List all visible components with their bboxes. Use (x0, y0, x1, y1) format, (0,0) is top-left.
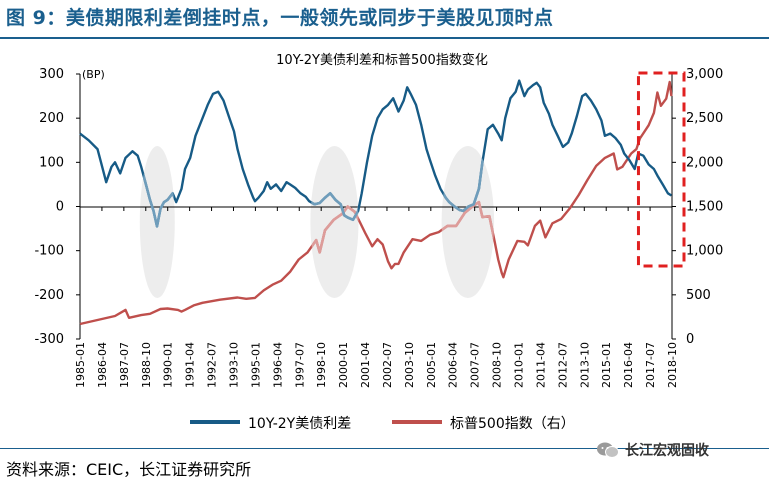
y-left-tick-label: -100 (34, 244, 64, 259)
x-tick-label: 2015-01 (600, 342, 613, 388)
x-tick-label: 1993-10 (227, 342, 240, 388)
figure-title: 图 9：美债期限利差倒挂时点，一般领先或同步于美股见顶时点 (6, 7, 554, 29)
x-tick-label: 1987-07 (118, 342, 131, 388)
x-tick-label: 2003-10 (403, 342, 416, 388)
y-right-tick-label: 0 (686, 332, 694, 347)
source-note: 资料来源：CEIC，长江证券研究所 (6, 460, 252, 479)
y-left-tick-label: 0 (56, 200, 64, 215)
sp500-line (79, 80, 673, 326)
x-tick-label: 2008-10 (491, 342, 504, 388)
x-tick-label: 1986-04 (96, 342, 109, 388)
x-tick-label: 2010-01 (513, 342, 526, 388)
y-left-unit-label: (BP) (82, 68, 105, 81)
x-tick-label: 1995-01 (249, 342, 262, 388)
y-left-tick-label: -200 (34, 288, 64, 303)
x-tick-label: 2011-04 (534, 342, 547, 388)
y-right-tick-label: 2,000 (686, 155, 723, 170)
y-right-tick-label: 500 (686, 288, 711, 303)
highlight-box (636, 71, 686, 268)
title-divider (0, 37, 769, 39)
wechat-icon (597, 442, 619, 458)
x-tick-label: 2012-07 (556, 342, 569, 388)
x-tick-label: 2006-04 (447, 342, 460, 388)
y-right-tick-label: 3,000 (686, 67, 723, 82)
x-tick-label: 1996-04 (271, 342, 284, 388)
spread-line (79, 79, 673, 228)
y-right-tick-label: 1,500 (686, 200, 723, 215)
y-right-tick-label: 2,500 (686, 111, 723, 126)
series-layer (79, 79, 673, 326)
spread-sp500-chart: 10Y-2Y美债利差和标普500指数变化 (BP) 300 200 100 0 -100… (34, 52, 723, 432)
x-tick-label: 1992-07 (206, 342, 219, 388)
background-layer (139, 146, 495, 298)
y-left-tick-label: 200 (39, 111, 64, 126)
x-tick-label: 1998-10 (315, 342, 328, 388)
label-layer: 10Y-2Y美债利差和标普500指数变化 (BP) 300 200 100 0 -100… (34, 52, 723, 388)
x-tick-label: 2018-10 (666, 342, 679, 388)
x-tick-label: 2017-07 (644, 342, 657, 388)
watermark: 长江宏观固收 (596, 440, 709, 460)
x-tick-label: 2007-07 (469, 342, 482, 388)
x-tick-label: 1988-10 (140, 342, 153, 388)
shaded-ellipse-3 (441, 146, 495, 298)
legend-label-spread: 10Y-2Y美债利差 (248, 416, 351, 432)
y-right-tick-label: 1,000 (686, 244, 723, 259)
watermark-text: 长江宏观固收 (625, 443, 709, 459)
x-tick-label: 2001-04 (359, 342, 372, 388)
x-tick-label: 2005-01 (425, 342, 438, 388)
chart-title: 10Y-2Y美债利差和标普500指数变化 (276, 52, 488, 68)
x-tick-label: 1997-07 (293, 342, 306, 388)
legend-label-sp500: 标普500指数（右） (450, 416, 575, 432)
x-tick-label: 2002-07 (381, 342, 394, 388)
y-left-tick-label: -300 (34, 332, 64, 347)
x-tick-label: 2013-10 (578, 342, 591, 388)
y-left-tick-label: 300 (39, 67, 64, 82)
x-tick-label: 1990-01 (162, 342, 175, 388)
x-tick-label: 1991-04 (184, 342, 197, 388)
source-divider (0, 448, 769, 449)
legend: 10Y-2Y美债利差 标普500指数（右） (190, 416, 575, 432)
x-tick-label: 2016-04 (622, 342, 635, 388)
shaded-ellipse-2 (310, 146, 359, 298)
axes-layer (76, 73, 676, 340)
x-tick-label: 2000-01 (337, 342, 350, 388)
x-tick-label: 1985-01 (74, 342, 87, 388)
y-left-tick-label: 100 (39, 155, 64, 170)
